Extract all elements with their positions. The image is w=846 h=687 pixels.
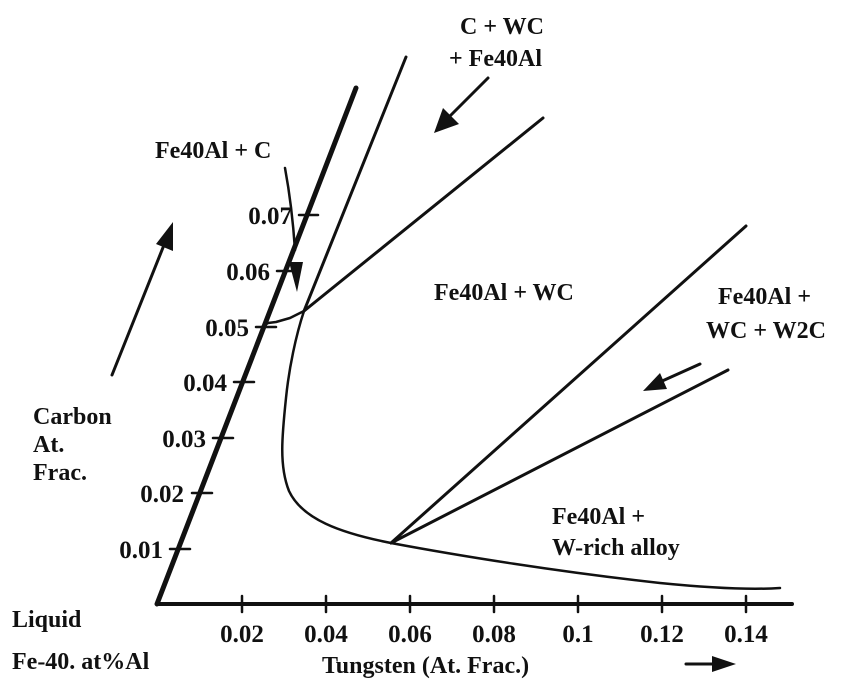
x-tick-label: 0.14 bbox=[724, 621, 768, 648]
carbon-axis-title-line: At. bbox=[33, 432, 64, 458]
y-tick-label: 0.04 bbox=[183, 370, 227, 397]
carbon-axis-title-line: Carbon bbox=[33, 404, 112, 430]
carbon-tick-labels: 0.01 0.02 0.03 0.04 0.05 0.06 0.07 bbox=[119, 203, 292, 564]
carbon-axis bbox=[154, 85, 359, 607]
carbon-axis-title: Carbon At. Frac. bbox=[33, 404, 112, 486]
carbon-axis-title-line: Frac. bbox=[33, 460, 87, 486]
boundary-liquid-edge bbox=[261, 309, 306, 328]
boundary-curve-w-rich bbox=[389, 541, 782, 591]
x-tick-label: 0.12 bbox=[640, 621, 684, 648]
c-wc-arrow-head bbox=[434, 108, 459, 133]
region-label-line: C + WC bbox=[460, 14, 544, 40]
region-label-fe40al-wc: Fe40Al + WC bbox=[434, 280, 574, 306]
annotation-arrows bbox=[110, 76, 736, 672]
x-tick-label: 0.08 bbox=[472, 621, 516, 648]
region-label-c-wc-fe40al: C + WC + Fe40Al bbox=[449, 14, 544, 72]
x-tick-labels: 0.02 0.04 0.06 0.08 0.1 0.12 0.14 bbox=[220, 621, 768, 648]
y-tick-label: 0.02 bbox=[140, 481, 184, 508]
carbon-arrow-head bbox=[156, 222, 173, 251]
origin-label-line: Liquid bbox=[12, 607, 82, 633]
origin-label: Liquid Fe-40. at%Al bbox=[12, 607, 150, 675]
x-axis-ticks bbox=[240, 594, 748, 614]
x-tick-label: 0.02 bbox=[220, 621, 264, 648]
fe40al-c-pointer-head bbox=[289, 262, 303, 292]
c-wc-arrow-line bbox=[448, 76, 490, 118]
y-tick-label: 0.03 bbox=[162, 426, 206, 453]
boundary-wc-w2c-upper bbox=[389, 224, 748, 545]
tungsten-arrow-head bbox=[712, 656, 736, 672]
carbon-arrow-line bbox=[110, 238, 168, 377]
y-tick-label: 0.05 bbox=[205, 315, 249, 342]
phase-boundaries bbox=[261, 55, 782, 591]
y-tick-label: 0.06 bbox=[226, 259, 270, 286]
region-label-fe40al-wc-w2c: Fe40Al + WC + W2C bbox=[706, 284, 826, 344]
boundary-wc-w2c-lower bbox=[389, 368, 730, 545]
x-tick-label: 0.04 bbox=[304, 621, 348, 648]
w2c-arrow-head bbox=[643, 373, 667, 391]
region-label-line: W-rich alloy bbox=[552, 535, 680, 561]
origin-label-line: Fe-40. at%Al bbox=[12, 649, 150, 675]
y-tick-label: 0.01 bbox=[119, 537, 163, 564]
fe40al-c-pointer bbox=[283, 166, 297, 252]
boundary-c-wc-left bbox=[302, 55, 408, 313]
tungsten-axis-title: Tungsten (At. Frac.) bbox=[322, 653, 529, 679]
region-label-line: Fe40Al + bbox=[718, 284, 811, 310]
w2c-arrow-line bbox=[658, 362, 702, 384]
x-tick-label: 0.1 bbox=[562, 621, 593, 648]
region-label-line: Fe40Al + bbox=[552, 504, 645, 530]
region-label-line: WC + W2C bbox=[706, 318, 826, 344]
region-label-line: + Fe40Al bbox=[449, 46, 542, 72]
boundary-c-wc-right bbox=[302, 116, 545, 313]
region-label-fe40al-c: Fe40Al + C bbox=[155, 138, 271, 164]
boundary-curve-wc bbox=[281, 309, 393, 545]
x-tick-label: 0.06 bbox=[388, 621, 432, 648]
region-label-fe40al-w-rich: Fe40Al + W-rich alloy bbox=[552, 504, 680, 561]
y-tick-label: 0.07 bbox=[248, 203, 292, 230]
